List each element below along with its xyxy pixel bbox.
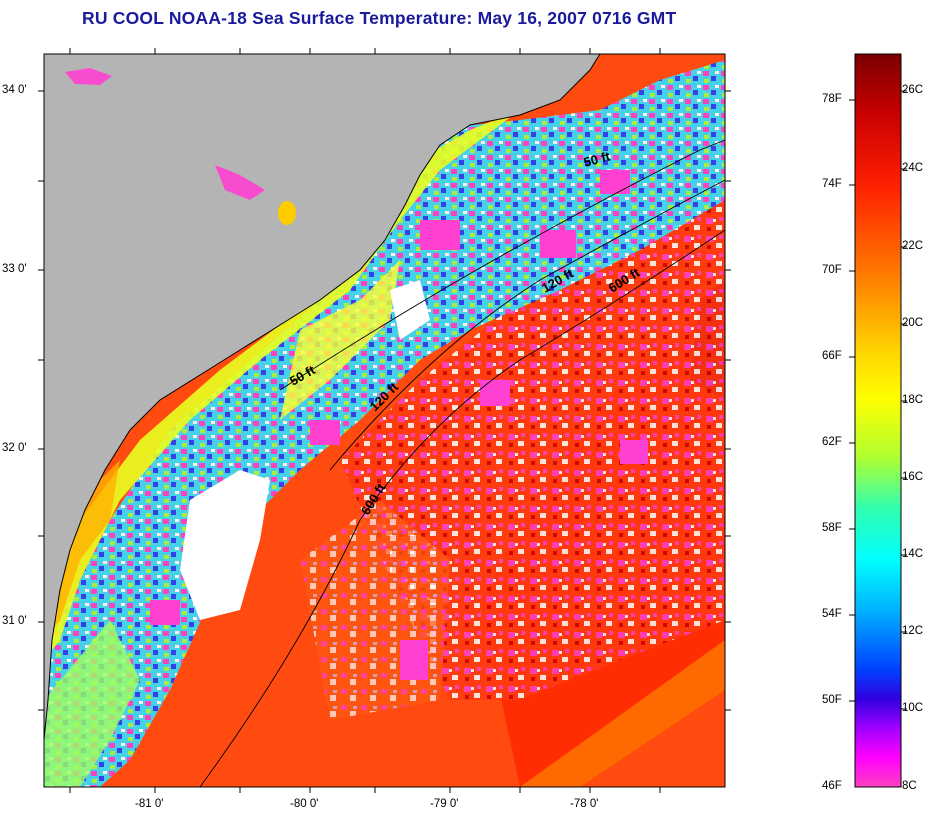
colorbar-f-label: 62F (822, 436, 842, 448)
map-title: RU COOL NOAA-18 Sea Surface Temperature:… (82, 8, 677, 28)
isobath-600ft (199, 229, 726, 788)
lat-label-32: 32 0' (2, 442, 27, 454)
colorbar-c-label: 10C (902, 702, 924, 714)
land-area (44, 54, 600, 740)
lat-label-31: 31 0' (2, 615, 27, 627)
isobath-120ft (329, 179, 726, 471)
colorbar-c-label: 26C (902, 84, 924, 96)
colorbar-f-label: 46F (822, 780, 842, 792)
colorbar-c-label: 8C (902, 780, 917, 792)
colorbar-f-label: 74F (822, 178, 842, 190)
colorbar-f-label: 78F (822, 93, 842, 105)
colorbar (854, 53, 902, 788)
lon-label-80: -80 0' (290, 798, 319, 810)
colorbar-f-label: 50F (822, 694, 842, 706)
colorbar-c-label: 18C (902, 394, 924, 406)
contour-label: 50 ft (582, 148, 612, 170)
coastline (43, 53, 601, 741)
colorbar-f-label: 66F (822, 350, 842, 362)
colorbar-f-label: 58F (822, 522, 842, 534)
map-frame (43, 53, 726, 788)
colorbar-c-label: 12C (902, 625, 924, 637)
colorbar-c-label: 24C (902, 162, 924, 174)
lat-ticks (38, 90, 731, 711)
lat-label-34: 34 0' (2, 84, 27, 96)
isobath-50ft (279, 139, 726, 391)
lon-label-81: -81 0' (135, 798, 164, 810)
colorbar-c-label: 22C (902, 240, 924, 252)
colorbar-f-label: 70F (822, 264, 842, 276)
lat-label-33: 33 0' (2, 263, 27, 275)
lon-label-78: -78 0' (570, 798, 599, 810)
lon-label-79: -79 0' (430, 798, 459, 810)
colorbar-ticks (849, 90, 907, 710)
colorbar-c-label: 16C (902, 471, 924, 483)
colorbar-f-label: 54F (822, 608, 842, 620)
colorbar-c-label: 20C (902, 317, 924, 329)
lon-ticks (69, 48, 661, 793)
colorbar-c-label: 14C (902, 548, 924, 560)
